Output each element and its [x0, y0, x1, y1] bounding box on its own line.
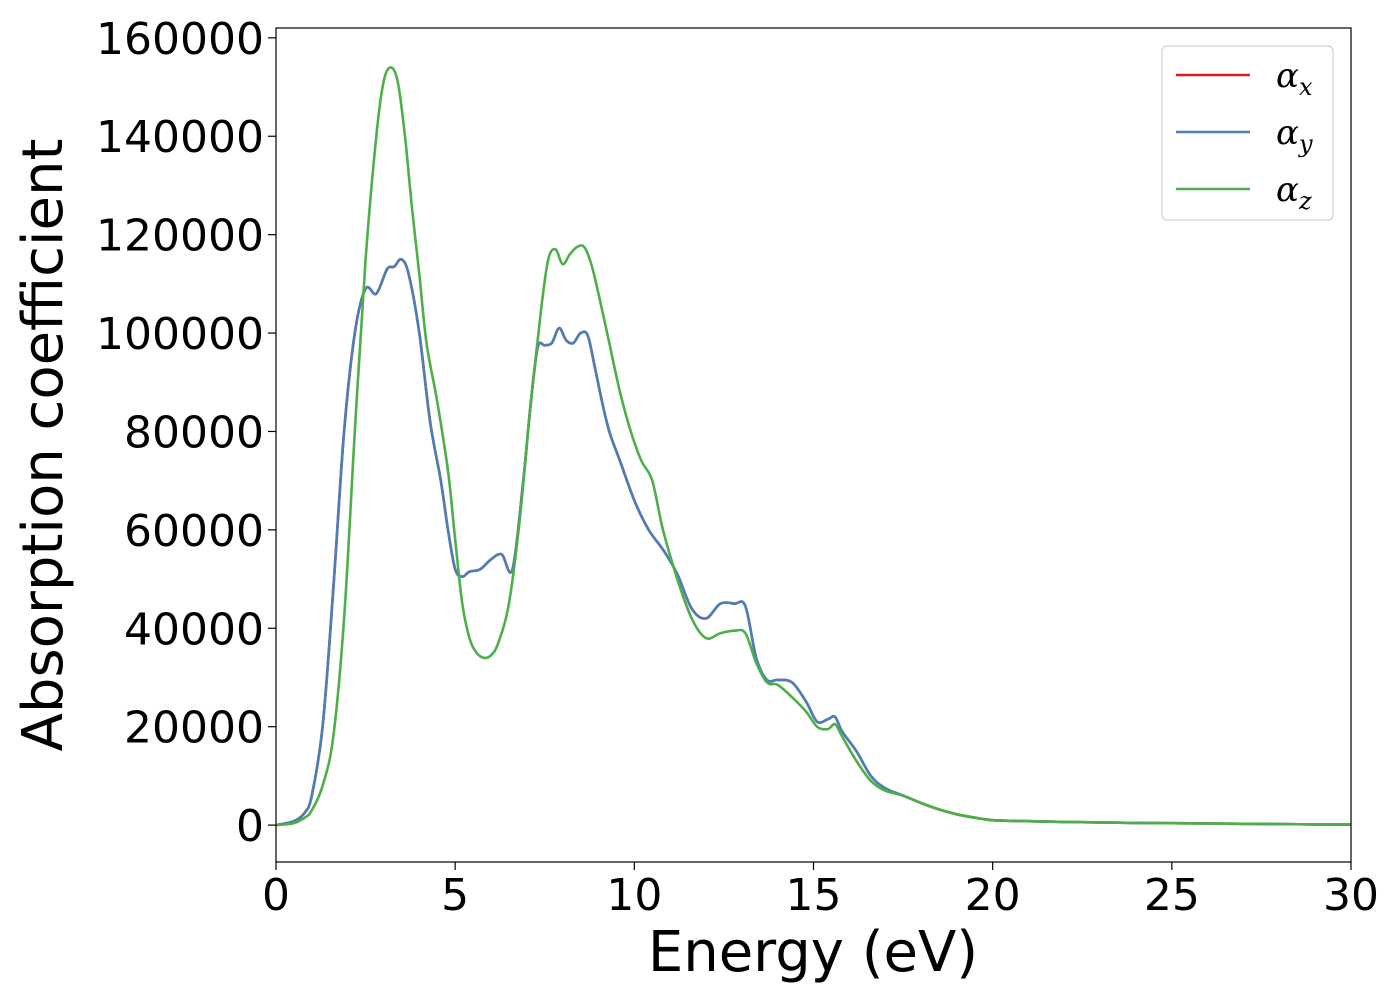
- legend-label-z: αz: [1276, 170, 1312, 215]
- y-tick-label: 80000: [124, 407, 264, 458]
- x-axis-label: Energy (eV): [648, 920, 978, 985]
- y-tick-label: 100000: [96, 309, 264, 360]
- legend-symbol: α: [1276, 113, 1299, 153]
- x-tick-label: 15: [786, 870, 842, 921]
- legend-symbol: α: [1276, 170, 1299, 210]
- y-axis-label: Absorption coefficient: [11, 139, 76, 752]
- x-tick-label: 0: [262, 870, 290, 921]
- y-tick-label: 60000: [124, 506, 264, 557]
- y-tick-label: 120000: [96, 211, 264, 262]
- legend-label-y: αy: [1276, 113, 1313, 158]
- series-layer: [275, 66, 1352, 827]
- x-tick-label: 20: [965, 870, 1021, 921]
- legend-subscript: y: [1298, 130, 1313, 158]
- legend-subscript: x: [1299, 73, 1313, 101]
- legend-label-x: αx: [1276, 56, 1313, 101]
- x-tick-label: 25: [1144, 870, 1200, 921]
- x-tick-label: 5: [441, 870, 469, 921]
- x-tick-label: 10: [606, 870, 662, 921]
- y-tick-label: 0: [236, 801, 264, 852]
- series-line-z: [275, 66, 1352, 827]
- x-axis: 0 5 10 15 20 25 30: [262, 862, 1379, 921]
- x-tick-label: 30: [1323, 870, 1379, 921]
- legend-subscript: z: [1298, 187, 1312, 215]
- legend-symbol: α: [1276, 56, 1299, 96]
- y-tick-label: 140000: [96, 112, 264, 163]
- y-tick-label: 40000: [124, 604, 264, 655]
- y-tick-label: 160000: [96, 14, 264, 65]
- y-tick-label: 20000: [124, 703, 264, 754]
- y-axis: 0 20000 40000 60000 80000 100000 120000 140000 1…: [96, 14, 276, 852]
